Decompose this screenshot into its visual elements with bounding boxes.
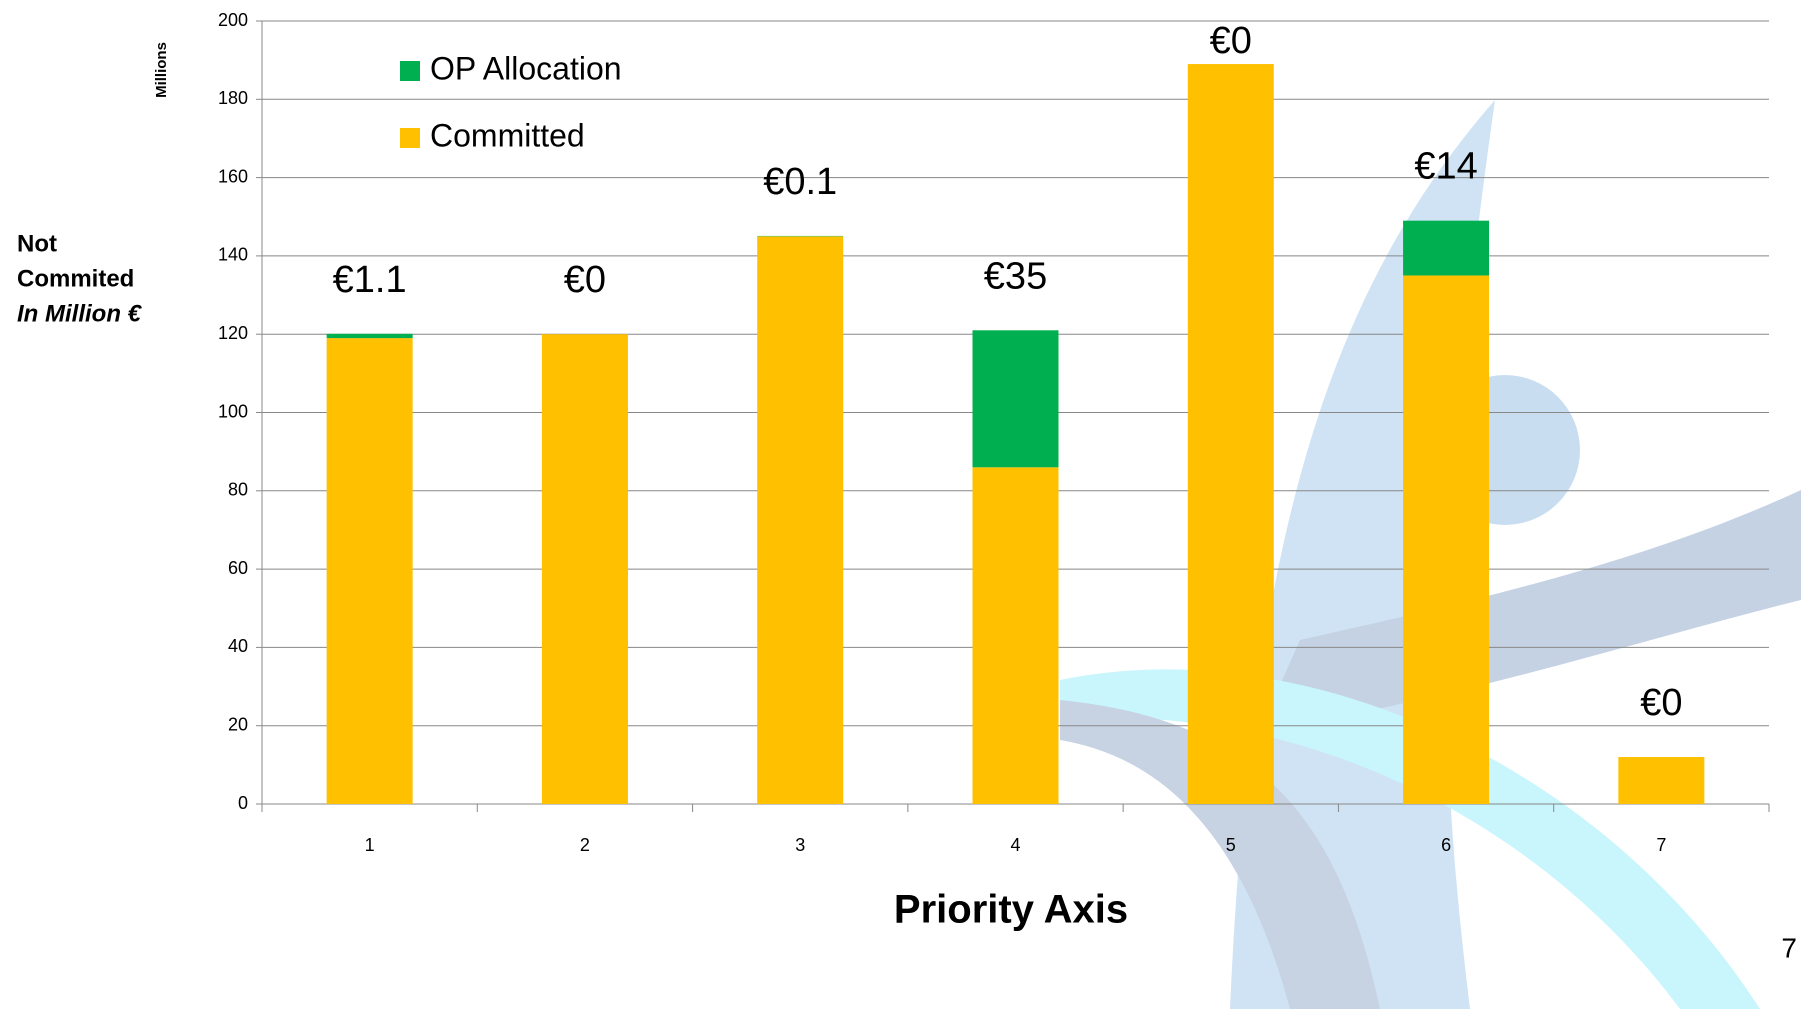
- y-tick-label: 180: [218, 88, 248, 108]
- x-tick-label: 7: [1656, 835, 1666, 855]
- value-label: €0: [564, 259, 606, 301]
- y-tick-label: 160: [218, 166, 248, 186]
- y-tick-label: 20: [228, 714, 248, 734]
- x-tick-label: 5: [1226, 835, 1236, 855]
- legend-label: OP Allocation: [430, 50, 622, 86]
- y-tick-label: 120: [218, 323, 248, 343]
- y-tick-label: 140: [218, 245, 248, 265]
- x-label: Priority Axis: [894, 888, 1128, 932]
- y-tick-label: 0: [238, 793, 248, 813]
- x-tick-label: 4: [1010, 835, 1020, 855]
- y-label: In Million €: [17, 300, 143, 327]
- swoosh: [1260, 490, 1801, 730]
- y-tick-label: 200: [218, 10, 248, 30]
- bar-segment: [1187, 64, 1274, 804]
- y-tick-label: 60: [228, 558, 248, 578]
- bar-segment: [1403, 275, 1490, 805]
- bar-segment: [972, 330, 1059, 468]
- y-tick-label: 100: [218, 401, 248, 421]
- page-number: 7: [1781, 932, 1797, 963]
- bar-segment: [1403, 220, 1490, 276]
- bar-segment: [972, 467, 1059, 804]
- bar-segment: [1618, 757, 1705, 804]
- y-tick-label: 40: [228, 636, 248, 656]
- value-label: €0.1: [763, 161, 837, 203]
- x-tick-label: 1: [365, 835, 375, 855]
- bar-segment: [326, 338, 413, 804]
- bar-segment: [541, 334, 628, 804]
- x-tick-label: 6: [1441, 835, 1451, 855]
- value-label: €0: [1640, 682, 1682, 724]
- swoosh: [1060, 700, 1380, 1009]
- bar-segment: [326, 333, 413, 339]
- value-label: €14: [1414, 146, 1477, 188]
- y-label: Not: [17, 230, 57, 257]
- legend-label: Committed: [430, 117, 585, 153]
- legend-swatch: [400, 61, 420, 81]
- value-label: €0: [1210, 20, 1252, 62]
- value-label: €35: [984, 255, 1047, 297]
- x-tick-label: 3: [795, 835, 805, 855]
- y-unit: Millions: [153, 42, 170, 98]
- y-tick-label: 80: [228, 480, 248, 500]
- bar-segment: [757, 236, 844, 804]
- x-tick-label: 2: [580, 835, 590, 855]
- value-label: €1.1: [333, 259, 407, 301]
- legend-swatch: [400, 128, 420, 148]
- y-label: Commited: [17, 265, 134, 292]
